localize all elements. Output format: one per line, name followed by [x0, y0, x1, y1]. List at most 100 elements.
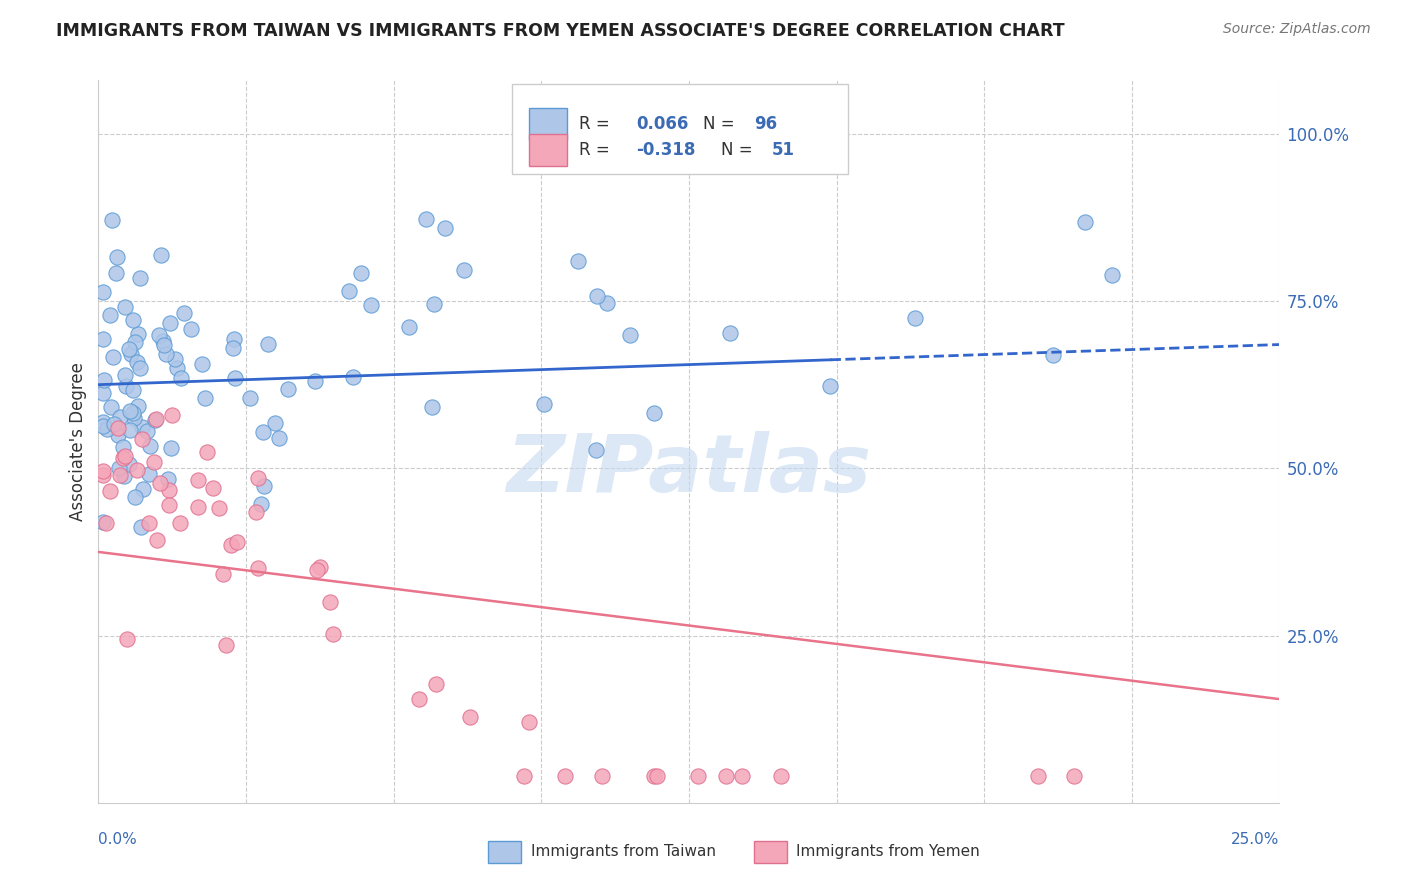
Point: [157, 483, 180, 497]
Point: [160, 442, 183, 456]
Point: [159, 316, 181, 330]
Point: [146, 533, 169, 548]
Point: [138, 516, 160, 530]
Point: [643, 769, 665, 783]
Point: [1063, 769, 1085, 783]
Point: [253, 479, 276, 493]
Point: [149, 475, 172, 490]
Point: [91, 464, 114, 478]
Point: [91, 385, 114, 400]
Point: [139, 439, 162, 453]
Point: [224, 371, 246, 385]
Point: [120, 347, 142, 361]
Point: [94, 516, 117, 530]
Point: [105, 266, 128, 280]
Point: [121, 406, 143, 420]
Point: [169, 516, 191, 530]
Text: 0.066: 0.066: [636, 115, 688, 133]
Point: [225, 534, 247, 549]
Point: [513, 769, 536, 783]
Point: [252, 425, 274, 440]
Point: [1042, 348, 1064, 362]
Text: Source: ZipAtlas.com: Source: ZipAtlas.com: [1223, 22, 1371, 37]
Point: [148, 327, 170, 342]
Point: [453, 263, 475, 277]
Point: [129, 520, 152, 534]
Point: [180, 322, 202, 336]
Point: [127, 399, 149, 413]
Text: ZIPatlas: ZIPatlas: [506, 432, 872, 509]
FancyBboxPatch shape: [530, 108, 567, 140]
Point: [277, 382, 299, 396]
Point: [596, 296, 619, 310]
Point: [118, 423, 141, 437]
Point: [408, 691, 430, 706]
Point: [517, 715, 540, 730]
Point: [91, 468, 114, 483]
FancyBboxPatch shape: [530, 134, 567, 166]
Point: [337, 284, 360, 298]
Point: [425, 677, 447, 691]
Text: R =: R =: [579, 141, 614, 159]
Point: [309, 560, 332, 574]
Point: [135, 424, 157, 438]
Point: [173, 306, 195, 320]
Point: [201, 481, 224, 495]
Point: [731, 769, 754, 783]
Point: [318, 595, 340, 609]
Point: [101, 213, 124, 227]
FancyBboxPatch shape: [754, 841, 787, 863]
Point: [103, 417, 125, 431]
Point: [770, 769, 793, 783]
Point: [122, 410, 145, 425]
Point: [398, 320, 420, 334]
Text: 0.0%: 0.0%: [98, 831, 138, 847]
Point: [246, 471, 269, 485]
Point: [152, 334, 174, 348]
Point: [422, 297, 444, 311]
Point: [138, 467, 160, 482]
Point: [117, 342, 139, 356]
Point: [114, 449, 136, 463]
Point: [118, 404, 141, 418]
Point: [350, 266, 373, 280]
Point: [360, 298, 382, 312]
Point: [257, 336, 280, 351]
Text: IMMIGRANTS FROM TAIWAN VS IMMIGRANTS FROM YEMEN ASSOCIATE'S DEGREE CORRELATION C: IMMIGRANTS FROM TAIWAN VS IMMIGRANTS FRO…: [56, 22, 1064, 40]
Point: [322, 627, 344, 641]
Point: [91, 332, 114, 346]
Y-axis label: Associate's Degree: Associate's Degree: [69, 362, 87, 521]
Point: [98, 309, 121, 323]
Point: [142, 454, 165, 468]
FancyBboxPatch shape: [488, 841, 522, 863]
Point: [187, 473, 209, 487]
Point: [1101, 268, 1123, 283]
Point: [533, 397, 555, 411]
Point: [212, 567, 235, 582]
Point: [222, 341, 245, 355]
Point: [155, 346, 177, 360]
Point: [100, 401, 122, 415]
Point: [124, 335, 146, 350]
Point: [643, 406, 665, 420]
Point: [645, 769, 668, 783]
Point: [208, 501, 231, 516]
Point: [619, 328, 641, 343]
Text: 51: 51: [772, 141, 794, 159]
Text: Immigrants from Yemen: Immigrants from Yemen: [796, 845, 980, 859]
Point: [304, 374, 326, 388]
Point: [688, 769, 710, 783]
Point: [91, 285, 114, 299]
Point: [245, 505, 267, 519]
Point: [125, 355, 148, 369]
Point: [145, 412, 167, 426]
Point: [197, 444, 219, 458]
Point: [591, 769, 613, 783]
Text: -0.318: -0.318: [636, 141, 695, 159]
Point: [342, 370, 364, 384]
Point: [129, 361, 152, 376]
Point: [98, 484, 121, 499]
Point: [152, 337, 174, 351]
Point: [567, 253, 589, 268]
Point: [190, 357, 212, 371]
